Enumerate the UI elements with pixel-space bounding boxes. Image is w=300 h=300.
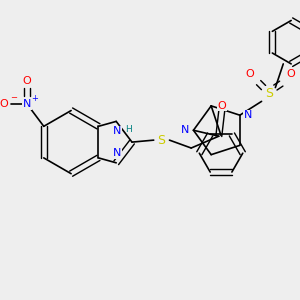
Text: N: N	[244, 110, 252, 120]
Text: +: +	[32, 94, 38, 103]
Text: N: N	[113, 126, 122, 136]
Text: O: O	[218, 100, 226, 111]
Text: N: N	[113, 148, 122, 158]
Text: O: O	[23, 76, 32, 85]
Text: N: N	[23, 99, 32, 109]
Text: S: S	[158, 134, 166, 147]
Text: O: O	[287, 69, 296, 79]
Text: H: H	[125, 125, 131, 134]
Text: O: O	[0, 99, 8, 109]
Text: −: −	[10, 93, 17, 102]
Text: N: N	[182, 125, 190, 135]
Text: O: O	[245, 69, 254, 79]
Text: S: S	[266, 87, 273, 100]
